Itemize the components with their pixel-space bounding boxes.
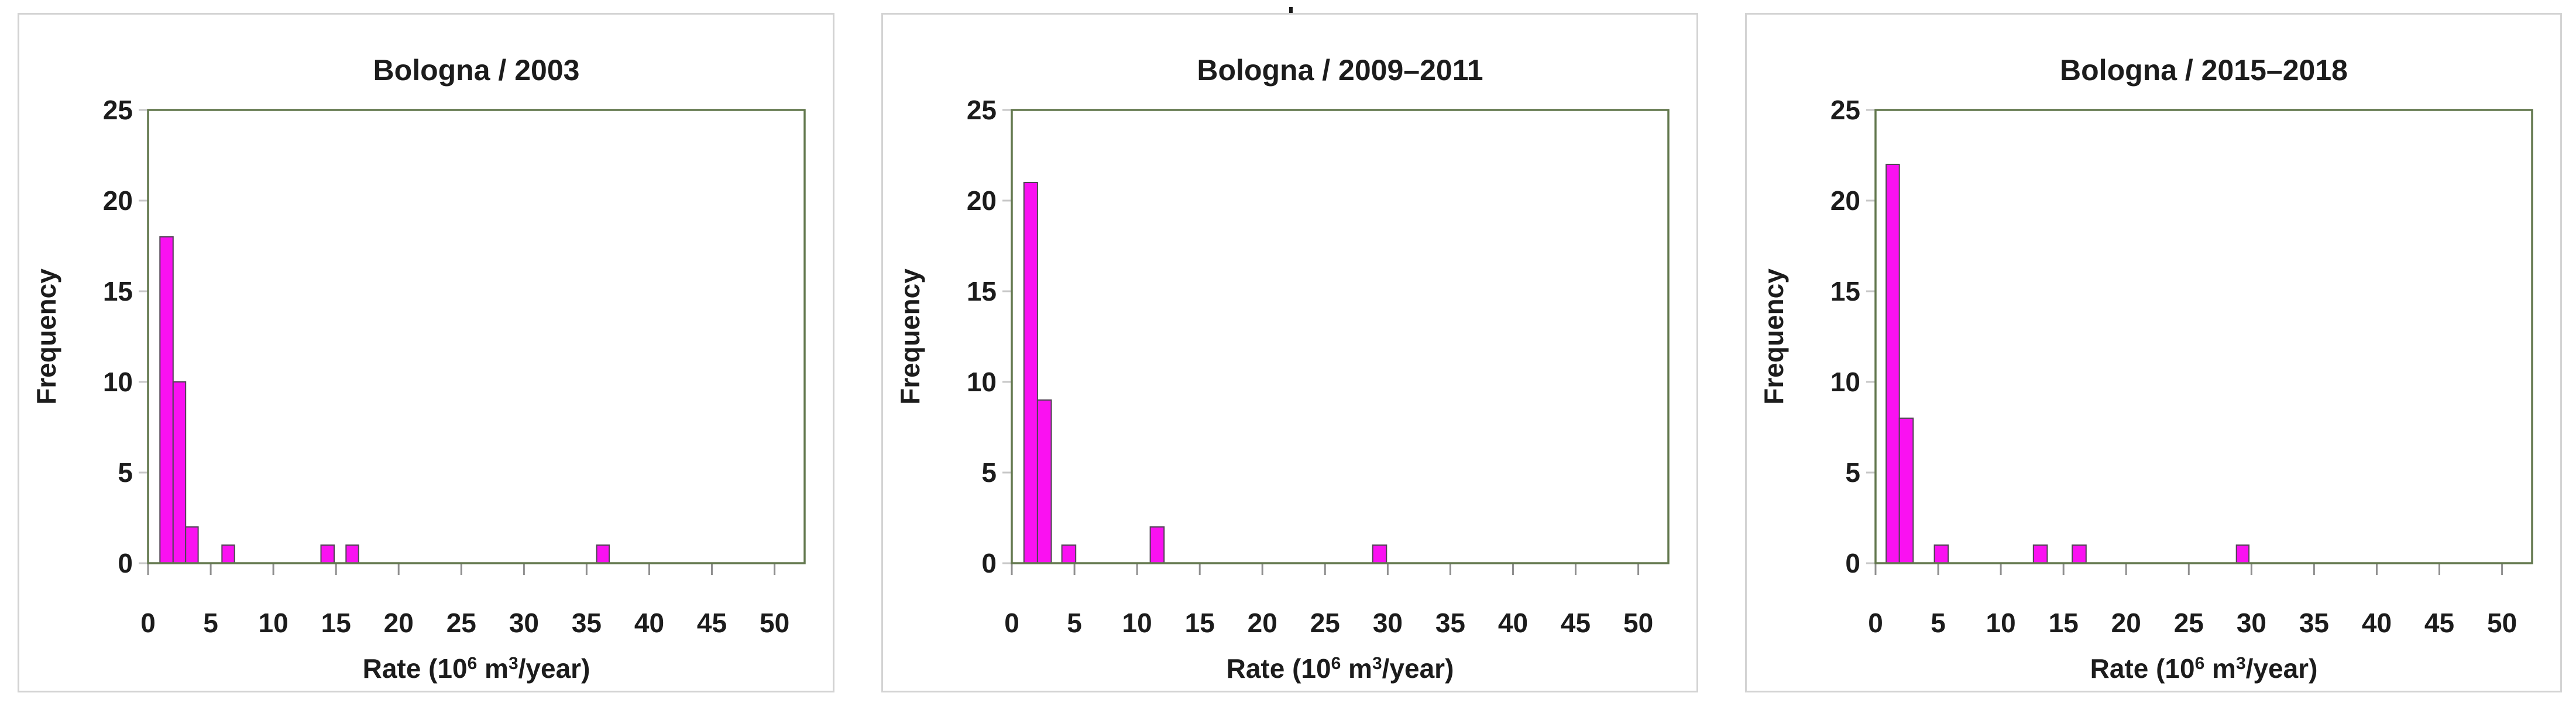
histogram-bar [1372,544,1387,564]
chart-title: Bologna / 2003 [373,54,580,87]
chart-card-2015-2018: Bologna / 2015–2018 0 5 10 15 20 25 0 5 10 15 20 25… [1745,13,2562,692]
charts-row: Bologna / 2003 0 5 10 15 20 25 0 5 10 15 20 25 30 35 4… [18,13,2562,692]
x-tick-label: 15 [1185,608,1215,638]
histogram-bar [320,544,335,564]
x-tick-label: 50 [760,608,789,638]
y-tick-label: 5 [1845,457,1860,488]
y-tick-label: 20 [103,185,133,216]
x-tick-label: 50 [1623,608,1653,638]
histogram-bar [1885,164,1900,564]
x-tick-label: 35 [572,608,602,638]
x-tick-label: 35 [1435,608,1465,638]
histogram-bar [1061,544,1077,564]
x-tick-label: 0 [1868,608,1883,638]
y-tick-label: 15 [1830,276,1860,306]
x-tick-label: 20 [384,608,414,638]
y-axis-title: Frequency [31,268,61,405]
histogram-bar [2032,544,2048,564]
histogram-bar [1036,399,1052,564]
x-tick-label: 15 [2049,608,2079,638]
x-tick-label: 25 [1310,608,1340,638]
histogram-bologna-2003: Bologna / 2003 0 5 10 15 20 25 0 5 10 15 20 25 30 35 4… [31,54,806,684]
plot-area: 0 5 10 15 20 25 0 5 10 15 20 25 30 35 40 45 50 Frequency R… [1758,95,2533,684]
plot-area: 0 5 10 15 20 25 0 5 10 15 20 25 30 35 40 45 50 Frequency R… [31,95,806,684]
histogram-bar [159,236,174,564]
x-tick-label: 45 [2424,608,2454,638]
x-tick-label: 50 [2487,608,2517,638]
histogram-bar [1933,544,1949,564]
plot-frame [1011,109,1670,564]
y-tick-label: 15 [967,276,997,306]
y-tick-label: 0 [1845,548,1860,578]
histogram-bar [345,544,359,564]
x-tick-label: 25 [446,608,476,638]
y-tick-label: 5 [118,457,133,488]
histogram-bologna-2015-2018: Bologna / 2015–2018 0 5 10 15 20 25 0 5 10 15 20 25… [1758,54,2533,684]
y-axis-title: Frequency [1758,268,1789,405]
x-tick-label: 5 [203,608,218,638]
plot-area: 0 5 10 15 20 25 0 5 10 15 20 25 30 35 40 45 50 Frequency R… [895,95,1670,684]
histogram-bar [1149,526,1165,564]
x-axis-title: Rate (106 m3/year) [1227,653,1454,684]
chart-title: Bologna / 2009–2011 [1197,54,1483,87]
x-axis-title: Rate (106 m3/year) [363,653,590,684]
y-tick-label: 10 [967,367,997,397]
y-axis-title: Frequency [895,268,925,405]
x-tick-label: 10 [1122,608,1152,638]
y-tick-label: 20 [1830,185,1860,216]
y-tick-label: 25 [967,95,997,125]
y-tick-label: 0 [981,548,997,578]
chart-card-2009-2011: Bologna / 2009–2011 0 5 10 15 20 25 0 5 10 15 20 25… [881,13,1698,692]
chart-card-2003: Bologna / 2003 0 5 10 15 20 25 0 5 10 15 20 25 30 35 4… [18,13,834,692]
x-tick-label: 45 [697,608,727,638]
x-tick-label: 20 [1248,608,1277,638]
x-tick-label: 40 [2362,608,2392,638]
histogram-bar [596,544,610,564]
x-tick-label: 10 [259,608,288,638]
y-tick-label: 10 [1830,367,1860,397]
x-tick-label: 15 [321,608,351,638]
histogram-bar [1023,182,1038,564]
plot-frame [1874,109,2533,564]
x-tick-label: 30 [2237,608,2266,638]
y-tick-label: 20 [967,185,997,216]
y-tick-label: 15 [103,276,133,306]
stray-mark [1289,7,1293,15]
y-tick-label: 10 [103,367,133,397]
chart-title: Bologna / 2015–2018 [2060,54,2348,87]
plot-frame [147,109,806,564]
x-tick-label: 20 [2111,608,2141,638]
x-tick-label: 30 [1373,608,1403,638]
histogram-bar [221,544,235,564]
x-tick-label: 5 [1067,608,1082,638]
histogram-bar [2235,544,2250,564]
x-tick-label: 0 [140,608,156,638]
y-tick-label: 25 [103,95,133,125]
y-tick-label: 5 [981,457,997,488]
x-tick-label: 30 [509,608,539,638]
x-tick-label: 10 [1986,608,2016,638]
x-tick-label: 40 [1498,608,1528,638]
x-tick-label: 40 [634,608,664,638]
y-tick-label: 0 [118,548,133,578]
x-tick-label: 5 [1931,608,1946,638]
histogram-bar [2072,544,2087,564]
x-tick-label: 35 [2299,608,2329,638]
x-tick-label: 0 [1004,608,1019,638]
y-tick-label: 25 [1830,95,1860,125]
histogram-bologna-2009-2011: Bologna / 2009–2011 0 5 10 15 20 25 0 5 10 15 20 25… [895,54,1670,684]
histogram-bar [1898,418,1914,564]
histogram-bar [172,381,187,564]
x-axis-title: Rate (106 m3/year) [2090,653,2318,684]
x-tick-label: 45 [1561,608,1591,638]
histogram-bar [185,526,199,564]
x-tick-label: 25 [2174,608,2204,638]
